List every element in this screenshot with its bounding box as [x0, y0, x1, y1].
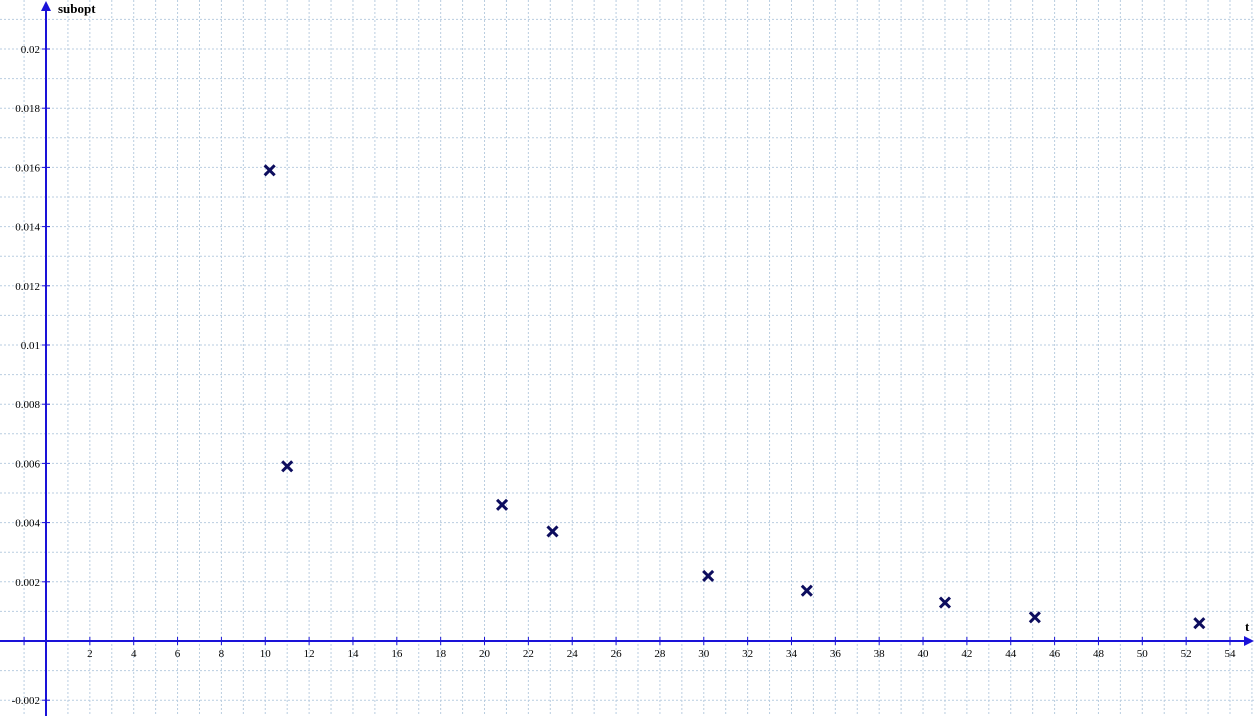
- x-tick-label: 54: [1225, 648, 1237, 660]
- marker-stroke: [263, 164, 276, 177]
- x-axis-arrow: [1244, 636, 1254, 646]
- data-point-marker: [1028, 611, 1041, 624]
- y-tick-label: 0.012: [15, 281, 40, 293]
- x-tick-label: 4: [131, 648, 137, 660]
- data-point-marker: [281, 460, 294, 473]
- x-tick-label: 38: [874, 648, 886, 660]
- x-tick-label: 48: [1093, 648, 1105, 660]
- x-axis-title: t: [1245, 619, 1250, 634]
- y-tick-label: 0.02: [21, 44, 40, 56]
- y-tick-label: 0.004: [15, 518, 40, 530]
- data-point-marker: [1193, 617, 1206, 630]
- marker-stroke: [800, 584, 813, 597]
- x-tick-label: 52: [1181, 648, 1192, 660]
- marker-stroke: [938, 596, 952, 609]
- y-tick-label: 0.014: [15, 222, 40, 234]
- y-tick-label: 0.01: [21, 340, 40, 352]
- x-tick-label: 12: [304, 648, 315, 660]
- marker-stroke: [702, 569, 715, 582]
- y-tick-label: 0.016: [15, 162, 40, 174]
- data-points: [263, 164, 1206, 630]
- marker-stroke: [546, 525, 559, 538]
- marker-stroke: [281, 460, 294, 473]
- data-point-marker: [800, 584, 813, 597]
- x-tick-label: 8: [219, 648, 225, 660]
- x-tick-label: 32: [742, 648, 753, 660]
- x-tick-label: 30: [698, 648, 710, 660]
- x-tick-label: 2: [87, 648, 93, 660]
- x-tick-label: 42: [961, 648, 972, 660]
- y-tick-label: 0.002: [15, 577, 40, 589]
- x-tick-label: 50: [1137, 648, 1149, 660]
- y-axis-arrow: [41, 1, 51, 11]
- data-point-marker: [263, 164, 276, 177]
- x-tick-label: 46: [1049, 648, 1061, 660]
- x-tick-label: 18: [435, 648, 447, 660]
- y-axis-title: subopt: [58, 1, 96, 16]
- x-tick-label: 28: [654, 648, 666, 660]
- x-tick-label: 36: [830, 648, 842, 660]
- x-tick-label: 44: [1005, 648, 1017, 660]
- data-point-marker: [495, 498, 509, 511]
- y-tick-label: 0.006: [15, 458, 40, 470]
- marker-stroke: [1028, 611, 1041, 624]
- x-tick-label: 6: [175, 648, 181, 660]
- x-tick-label: 26: [611, 648, 623, 660]
- x-tick-label: 14: [347, 648, 359, 660]
- data-point-marker: [938, 596, 952, 609]
- x-tick-label: 10: [260, 648, 272, 660]
- x-tick-label: 16: [391, 648, 403, 660]
- y-tick-label: 0.008: [15, 399, 40, 411]
- axis-ticks: 2 4 6 8 10 12 14 16 18 20 22 24 26 28 30 32 34 36 38 40 42 44…: [12, 44, 1236, 707]
- marker-stroke: [495, 498, 509, 511]
- x-tick-label: 40: [918, 648, 930, 660]
- y-tick-label: 0.018: [15, 103, 40, 115]
- y-tick-label: -0.002: [12, 695, 40, 707]
- x-tick-label: 20: [479, 648, 491, 660]
- marker-stroke: [1193, 617, 1206, 630]
- data-point-marker: [546, 525, 559, 538]
- x-tick-label: 22: [523, 648, 534, 660]
- data-point-marker: [702, 569, 715, 582]
- x-tick-label: 34: [786, 648, 798, 660]
- x-tick-label: 24: [567, 648, 579, 660]
